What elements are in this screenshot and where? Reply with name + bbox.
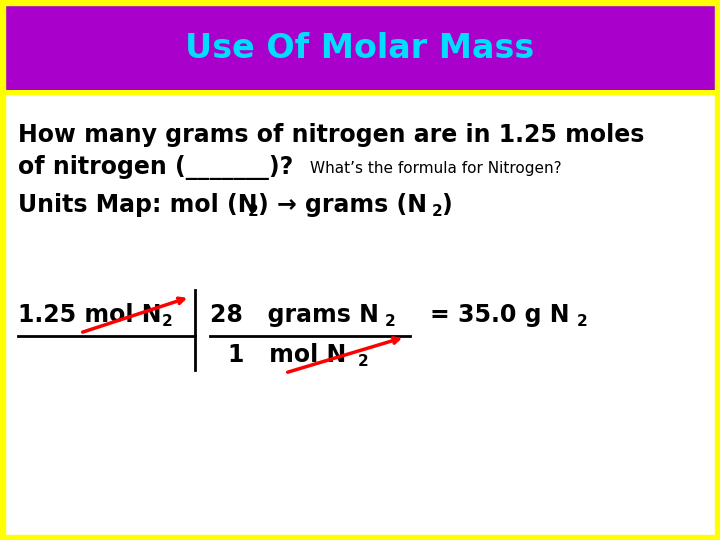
Text: Units Map: mol (N: Units Map: mol (N [18,193,258,217]
Bar [5,5,715,90]
Bar [5,90,715,95]
Bar [0,0,720,5]
Text: = 35.0 g N: = 35.0 g N [430,303,570,327]
Text: Use Of Molar Mass: Use Of Molar Mass [185,31,535,64]
Text: 1   mol N: 1 mol N [228,343,346,367]
Text: What’s the formula for Nitrogen?: What’s the formula for Nitrogen? [310,160,562,176]
Bar [0,0,5,540]
Text: 2: 2 [162,314,173,329]
Text: 2: 2 [385,314,396,329]
Text: ) → grams (N: ) → grams (N [258,193,427,217]
Text: ): ) [441,193,451,217]
Bar [715,0,720,540]
Text: 2: 2 [577,314,588,329]
Bar [0,535,720,540]
Text: 2: 2 [432,205,443,219]
Text: 28   grams N: 28 grams N [210,303,379,327]
Text: How many grams of nitrogen are in 1.25 moles: How many grams of nitrogen are in 1.25 m… [18,123,644,147]
Text: 2: 2 [358,354,369,369]
Text: 2: 2 [248,205,258,219]
Text: 1.25 mol N: 1.25 mol N [18,303,161,327]
Text: of nitrogen (_______)?: of nitrogen (_______)? [18,156,293,180]
